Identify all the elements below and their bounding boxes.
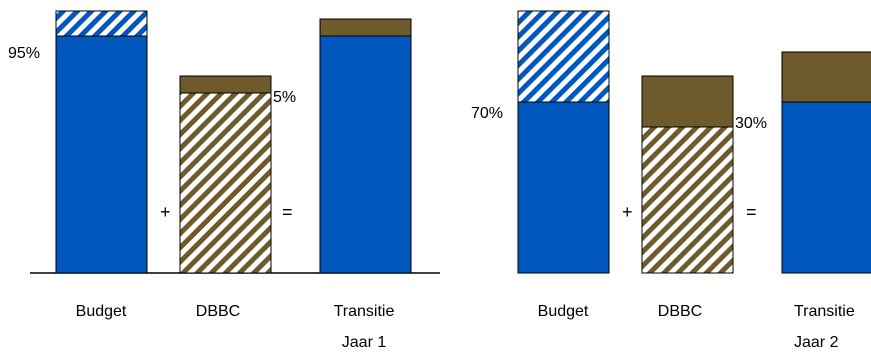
- year-label: Jaar 1: [342, 334, 387, 351]
- transitie-budget-segment: [319, 35, 412, 274]
- transitie-budget-segment: [781, 101, 871, 274]
- transitie-dbbc-segment: [319, 18, 412, 37]
- panel-jaar-1: 95% + 5% = Budget DBBC Transitie Jaar 1: [8, 10, 440, 351]
- budget-solid-segment: [55, 35, 148, 274]
- year-label: Jaar 2: [794, 334, 839, 351]
- plus-sign: +: [622, 202, 633, 222]
- transitie-dbbc-segment: [781, 51, 871, 103]
- budget-hatched-segment: [55, 10, 148, 37]
- dbbc-label: DBBC: [658, 303, 702, 320]
- equals-sign: =: [282, 202, 293, 222]
- budget-bar: [517, 10, 610, 274]
- budget-percentage-label: 95%: [8, 45, 40, 62]
- dbbc-hatched-segment: [179, 92, 272, 274]
- dbbc-percentage-label: 30%: [735, 115, 767, 132]
- plus-sign: +: [160, 202, 171, 222]
- equals-sign: =: [746, 202, 757, 222]
- transitie-label: Transitie: [334, 303, 395, 320]
- budget-hatched-segment: [517, 10, 610, 103]
- dbbc-solid-segment: [179, 75, 272, 94]
- budget-label: Budget: [538, 303, 589, 320]
- dbbc-solid-segment: [641, 75, 734, 128]
- dbbc-bar: [179, 75, 272, 274]
- transitie-bar: [319, 18, 412, 274]
- budget-label: Budget: [76, 303, 127, 320]
- budget-solid-segment: [517, 101, 610, 274]
- dbbc-hatched-segment: [641, 126, 734, 274]
- panel-jaar-2: 70% + 30% = Budget DBBC Transitie Jaar 2: [471, 10, 871, 351]
- transitie-bar: [781, 51, 871, 274]
- dbbc-label: DBBC: [196, 303, 240, 320]
- dbbc-bar: [641, 75, 734, 274]
- dbbc-percentage-label: 5%: [273, 89, 296, 106]
- budget-percentage-label: 70%: [471, 105, 503, 122]
- transitie-label: Transitie: [794, 303, 855, 320]
- budget-bar: [55, 10, 148, 274]
